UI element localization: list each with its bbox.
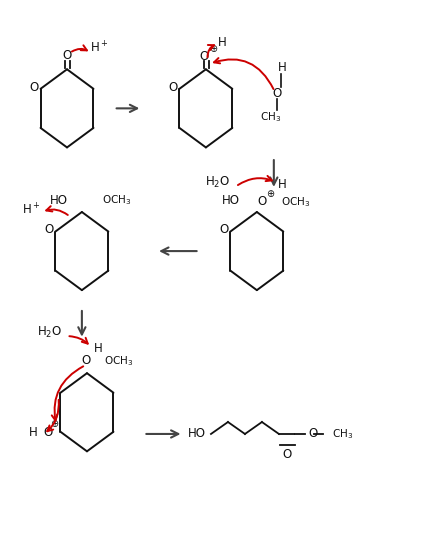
Text: H: H [218, 36, 226, 48]
Text: OCH$_3$: OCH$_3$ [102, 193, 131, 207]
Text: HO: HO [49, 193, 68, 207]
Text: CH$_3$: CH$_3$ [260, 110, 281, 124]
Text: O: O [81, 354, 91, 367]
Text: O: O [43, 426, 52, 439]
Text: O: O [272, 87, 281, 100]
Text: OCH$_3$: OCH$_3$ [281, 196, 310, 209]
Text: H$^+$: H$^+$ [23, 202, 41, 218]
Text: HO: HO [223, 193, 240, 207]
Text: H: H [278, 179, 287, 191]
Text: O: O [219, 223, 228, 236]
Text: O: O [309, 428, 318, 440]
Text: O: O [29, 80, 39, 94]
Text: OCH$_3$: OCH$_3$ [104, 354, 133, 368]
Text: $\oplus$: $\oplus$ [209, 43, 218, 54]
Text: HO: HO [187, 428, 206, 440]
Text: O: O [62, 48, 71, 62]
Text: H: H [94, 342, 102, 355]
Text: $\oplus$: $\oplus$ [266, 188, 275, 199]
Text: H$_2$O: H$_2$O [205, 175, 230, 190]
Text: H$^+$: H$^+$ [90, 40, 109, 56]
Text: H: H [29, 426, 37, 439]
Text: O: O [168, 80, 177, 94]
Text: O: O [257, 195, 267, 208]
Text: H$_2$O: H$_2$O [37, 325, 62, 340]
Text: O: O [200, 50, 209, 63]
Text: H: H [278, 61, 287, 74]
Text: O: O [282, 448, 291, 461]
Text: CH$_3$: CH$_3$ [332, 427, 353, 441]
Text: $\oplus$: $\oplus$ [49, 418, 59, 429]
Text: O: O [44, 223, 53, 236]
